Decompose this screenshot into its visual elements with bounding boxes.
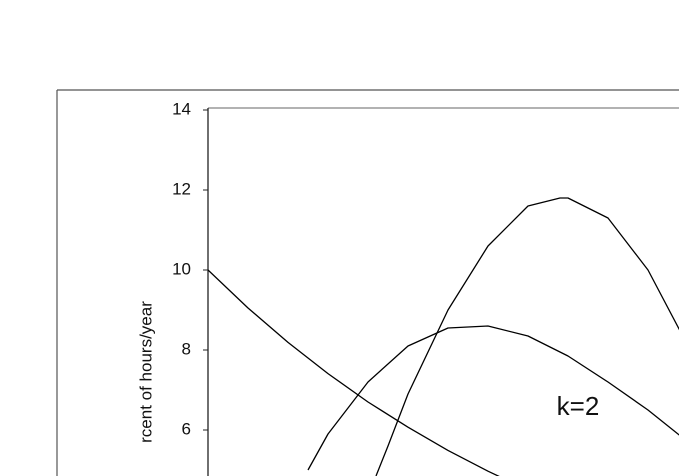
curve: [307, 325, 679, 471]
curve: [208, 269, 500, 476]
y-tick-label: 14: [172, 99, 191, 118]
curve: [375, 197, 679, 476]
y-tick-label: 10: [172, 259, 191, 278]
y-tick-label: 6: [182, 419, 191, 438]
annotation: k=2: [557, 391, 600, 421]
y-axis-label: rcent of hours/year: [136, 301, 155, 443]
y-tick-label: 8: [182, 339, 191, 358]
y-tick-label: 12: [172, 179, 191, 198]
plot-area: [208, 197, 679, 476]
